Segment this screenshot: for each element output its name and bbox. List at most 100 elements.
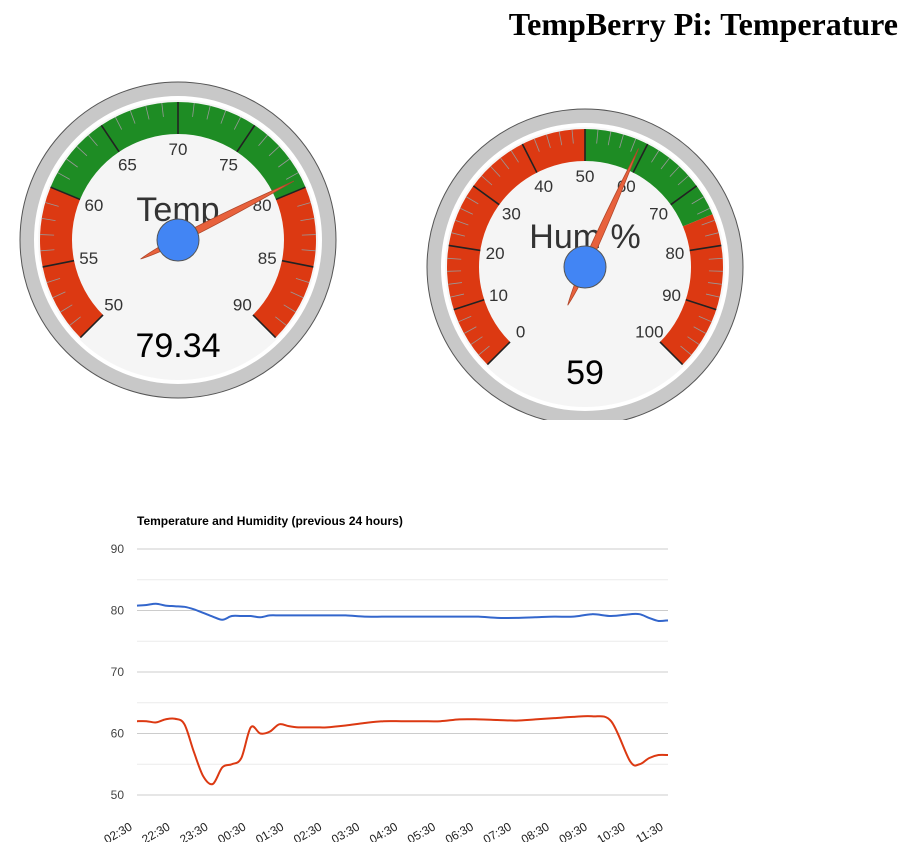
gauge-zone-band	[40, 187, 104, 338]
gauge-minor-tick	[161, 102, 164, 117]
chart-series-line-humidity	[136, 715, 669, 786]
gauge-zone-band	[252, 187, 316, 338]
gauge-minor-tick	[705, 232, 719, 237]
chart-x-tick-label: 06:30	[443, 819, 476, 842]
gauge-minor-tick	[693, 326, 707, 334]
chart-x-tick-label: 01:30	[253, 819, 286, 842]
gauge-major-tick	[275, 186, 306, 201]
gauge-minor-tick	[285, 172, 299, 180]
gauge-minor-tick	[57, 172, 71, 180]
chart-x-tick-label: 22:30	[139, 819, 172, 842]
gauge-minor-tick	[40, 249, 55, 252]
gauge-tick-label: 90	[662, 286, 681, 305]
gauge-major-tick	[486, 341, 511, 366]
gauge-minor-tick	[114, 116, 123, 130]
gauge-major-tick	[453, 298, 485, 311]
chart-x-tick-label: 05:30	[405, 819, 438, 842]
gauge-tick-label: 55	[79, 249, 98, 268]
gauge-tick-label: 20	[486, 244, 505, 263]
chart-x-tick-label: 02:30	[291, 819, 324, 842]
gauge-major-tick	[689, 244, 722, 252]
gauge-minor-tick	[680, 345, 692, 356]
gauge-minor-tick	[300, 218, 315, 221]
gauge-minor-tick	[275, 316, 287, 326]
gauge-tick-label: 65	[118, 155, 137, 174]
gauge-minor-tick	[687, 336, 700, 345]
gauge-zone-band	[50, 101, 306, 200]
gauge-major-tick	[42, 259, 75, 268]
gauge-tick-label: 0	[516, 322, 525, 341]
gauge-minor-tick	[698, 315, 712, 323]
gauge-tick-label: 75	[219, 155, 238, 174]
gauge-tick-label: 70	[169, 140, 188, 159]
gauge-major-tick	[50, 186, 81, 201]
gauge-minor-tick	[301, 234, 316, 236]
gauge-major-tick	[252, 314, 277, 339]
chart-y-tick-label: 50	[111, 788, 125, 802]
gauge-major-tick	[448, 244, 481, 252]
chart-x-tick-label: 23:30	[177, 819, 210, 842]
gauge-minor-tick	[458, 315, 472, 323]
gauge-major-tick	[521, 143, 538, 173]
gauge-minor-tick	[510, 150, 519, 163]
gauge-minor-tick	[677, 175, 689, 186]
gauge-tick-label: 70	[649, 205, 668, 224]
chart-x-tick-label: 11:30	[633, 819, 666, 842]
temperature-humidity-chart: Temperature and Humidity (previous 24 ho…	[101, 514, 669, 842]
gauge-minor-tick	[705, 293, 720, 298]
gauge-minor-tick	[651, 150, 660, 163]
chart-x-tick-label: 02:30	[101, 819, 134, 842]
gauge-minor-tick	[192, 102, 195, 117]
gauge-tick-label: 50	[576, 167, 595, 186]
gauge-tick-label: 100	[635, 322, 663, 341]
gauge-needle-hub	[156, 218, 200, 262]
gauge-minor-tick	[52, 291, 66, 299]
gauge-minor-tick	[500, 157, 510, 170]
gauge-minor-tick	[455, 219, 469, 226]
gauge-minor-tick	[669, 166, 680, 177]
gauge-zone-band	[585, 129, 713, 227]
gauge-minor-tick	[258, 134, 268, 146]
chart-x-tick-label: 10:30	[595, 819, 628, 842]
gauge-minor-tick	[691, 196, 704, 205]
gauge-minor-tick	[60, 304, 73, 313]
gauge-minor-tick	[45, 202, 59, 207]
gauge-major-tick	[79, 314, 104, 339]
gauge-minor-tick	[41, 218, 56, 221]
gauge-tick-label: 40	[534, 177, 553, 196]
gauge-major-tick	[236, 124, 256, 153]
gauge-minor-tick	[533, 138, 540, 152]
chart-series-line-temperature	[136, 602, 669, 623]
chart-x-tick-label: 08:30	[519, 819, 552, 842]
gauge-tick-label: 80	[665, 244, 684, 263]
chart-x-tick-label: 00:30	[215, 819, 248, 842]
chart-x-tick-label: 04:30	[367, 819, 400, 842]
gauge-minor-tick	[268, 146, 280, 157]
gauge-tick-label: 10	[489, 286, 508, 305]
gauge-minor-tick	[88, 134, 98, 146]
gauge-minor-tick	[619, 134, 624, 149]
gauge-minor-tick	[220, 110, 227, 124]
gauge-minor-tick	[283, 304, 296, 313]
chart-y-tick-label: 70	[111, 665, 125, 679]
gauge-minor-tick	[630, 138, 637, 152]
chart-y-tick-label: 90	[111, 542, 125, 556]
gauge-minor-tick	[145, 105, 150, 120]
gauge-zone-band	[659, 214, 723, 365]
gauge-minor-tick	[470, 336, 483, 345]
gauge-tick-label: 30	[502, 205, 521, 224]
gauge-zone-band	[447, 129, 585, 365]
gauge-minor-tick	[451, 232, 465, 237]
gauge-minor-tick	[278, 158, 290, 168]
gauge-minor-tick	[40, 234, 55, 236]
gauge-minor-tick	[206, 105, 211, 120]
gauge-tick-label: 50	[104, 295, 123, 314]
gauge-minor-tick	[558, 131, 563, 146]
gauge-minor-tick	[481, 175, 493, 186]
gauge-minor-tick	[76, 146, 88, 157]
gauge-minor-tick	[463, 326, 477, 334]
gauge-minor-tick	[660, 157, 670, 170]
gauge-minor-tick	[596, 129, 599, 144]
